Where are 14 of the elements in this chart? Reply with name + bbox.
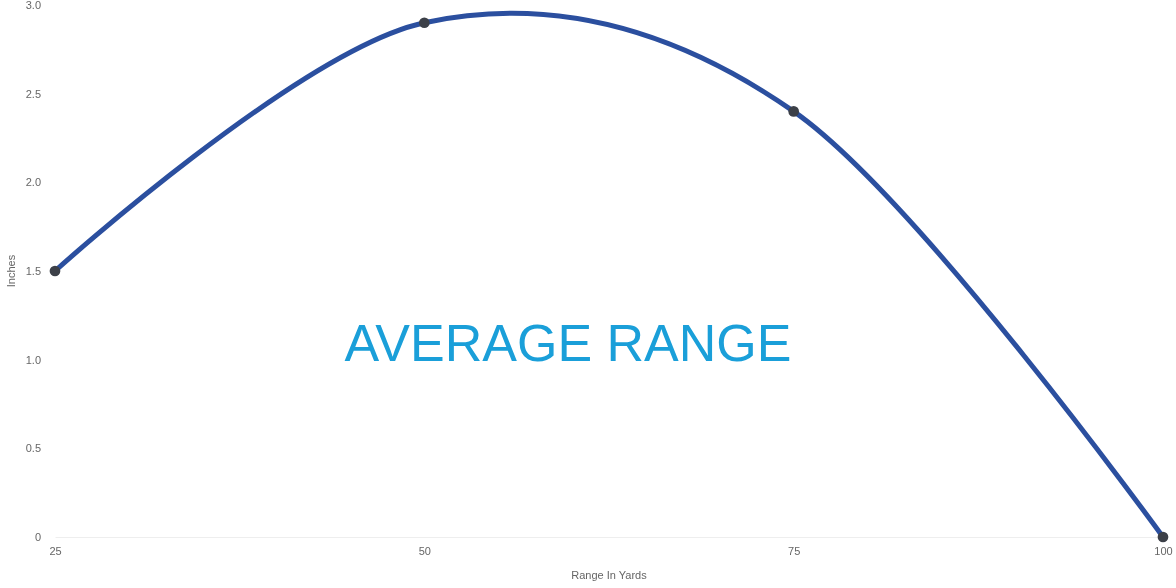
x-axis-title: Range In Yards (571, 569, 648, 581)
x-tick-label: 50 (418, 544, 431, 557)
x-tick-label: 25 (49, 544, 62, 557)
y-tick-label: 1.0 (25, 353, 41, 366)
y-axis-title: Inches (5, 254, 17, 288)
y-tick-label: 0.5 (25, 442, 41, 455)
y-tick-label: 3.0 (25, 0, 41, 12)
annotation: AVERAGE RANGE (344, 314, 792, 372)
y-tick-label: 0 (34, 531, 41, 544)
x-tick-label: 100 (1154, 544, 1173, 557)
y-tick-label: 1.5 (25, 265, 41, 278)
x-tick-label: 75 (788, 544, 801, 557)
y-tick-label: 2.0 (25, 176, 41, 189)
y-tick-label: 2.5 (25, 87, 41, 100)
